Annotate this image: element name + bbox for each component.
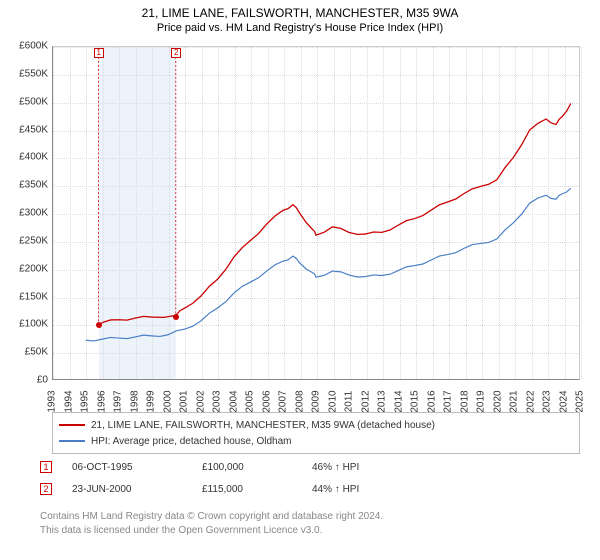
sale-pct: 46% ↑ HPI — [312, 462, 432, 473]
sale-price: £100,000 — [202, 462, 312, 473]
sale-row: 1 06-OCT-1995 £100,000 46% ↑ HPI — [40, 456, 432, 478]
sale-marker-label: 1 — [94, 48, 104, 58]
legend-item: HPI: Average price, detached house, Oldh… — [59, 433, 573, 449]
y-axis-label: £450K — [4, 124, 48, 135]
legend-label: 21, LIME LANE, FAILSWORTH, MANCHESTER, M… — [91, 420, 435, 431]
gridline-v — [581, 47, 582, 379]
y-axis-label: £100K — [4, 319, 48, 330]
y-axis-label: £350K — [4, 180, 48, 191]
footer-line: Contains HM Land Registry data © Crown c… — [40, 510, 383, 524]
sale-marker-dot — [173, 314, 179, 320]
legend-swatch — [59, 424, 85, 426]
series-line — [86, 188, 571, 341]
legend-item: 21, LIME LANE, FAILSWORTH, MANCHESTER, M… — [59, 417, 573, 433]
sale-pct: 44% ↑ HPI — [312, 484, 432, 495]
footer-line: This data is licensed under the Open Gov… — [40, 524, 383, 538]
chart-subtitle: Price paid vs. HM Land Registry's House … — [0, 22, 600, 34]
sale-marker-icon: 1 — [40, 461, 52, 473]
y-axis-label: £400K — [4, 152, 48, 163]
sale-date: 23-JUN-2000 — [72, 484, 202, 495]
plot-area: 12 — [52, 46, 580, 380]
y-axis-label: £600K — [4, 41, 48, 52]
y-axis-label: £150K — [4, 291, 48, 302]
y-axis-label: £50K — [4, 347, 48, 358]
y-axis-label: £250K — [4, 235, 48, 246]
chart-container: 21, LIME LANE, FAILSWORTH, MANCHESTER, M… — [0, 0, 600, 560]
y-axis-label: £0 — [4, 375, 48, 386]
sale-row: 2 23-JUN-2000 £115,000 44% ↑ HPI — [40, 478, 432, 500]
y-axis-label: £550K — [4, 68, 48, 79]
legend-swatch — [59, 440, 85, 442]
y-axis-label: £300K — [4, 208, 48, 219]
legend-label: HPI: Average price, detached house, Oldh… — [91, 436, 292, 447]
sale-marker-icon: 2 — [40, 483, 52, 495]
sales-list: 1 06-OCT-1995 £100,000 46% ↑ HPI 2 23-JU… — [40, 456, 432, 500]
legend: 21, LIME LANE, FAILSWORTH, MANCHESTER, M… — [52, 412, 580, 454]
y-axis-label: £500K — [4, 96, 48, 107]
sale-marker-dot — [96, 322, 102, 328]
sale-date: 06-OCT-1995 — [72, 462, 202, 473]
chart-title: 21, LIME LANE, FAILSWORTH, MANCHESTER, M… — [0, 6, 600, 20]
footer-attribution: Contains HM Land Registry data © Crown c… — [40, 510, 383, 537]
y-axis-label: £200K — [4, 263, 48, 274]
sale-price: £115,000 — [202, 484, 312, 495]
sale-marker-label: 2 — [171, 48, 181, 58]
series-line — [99, 103, 571, 324]
